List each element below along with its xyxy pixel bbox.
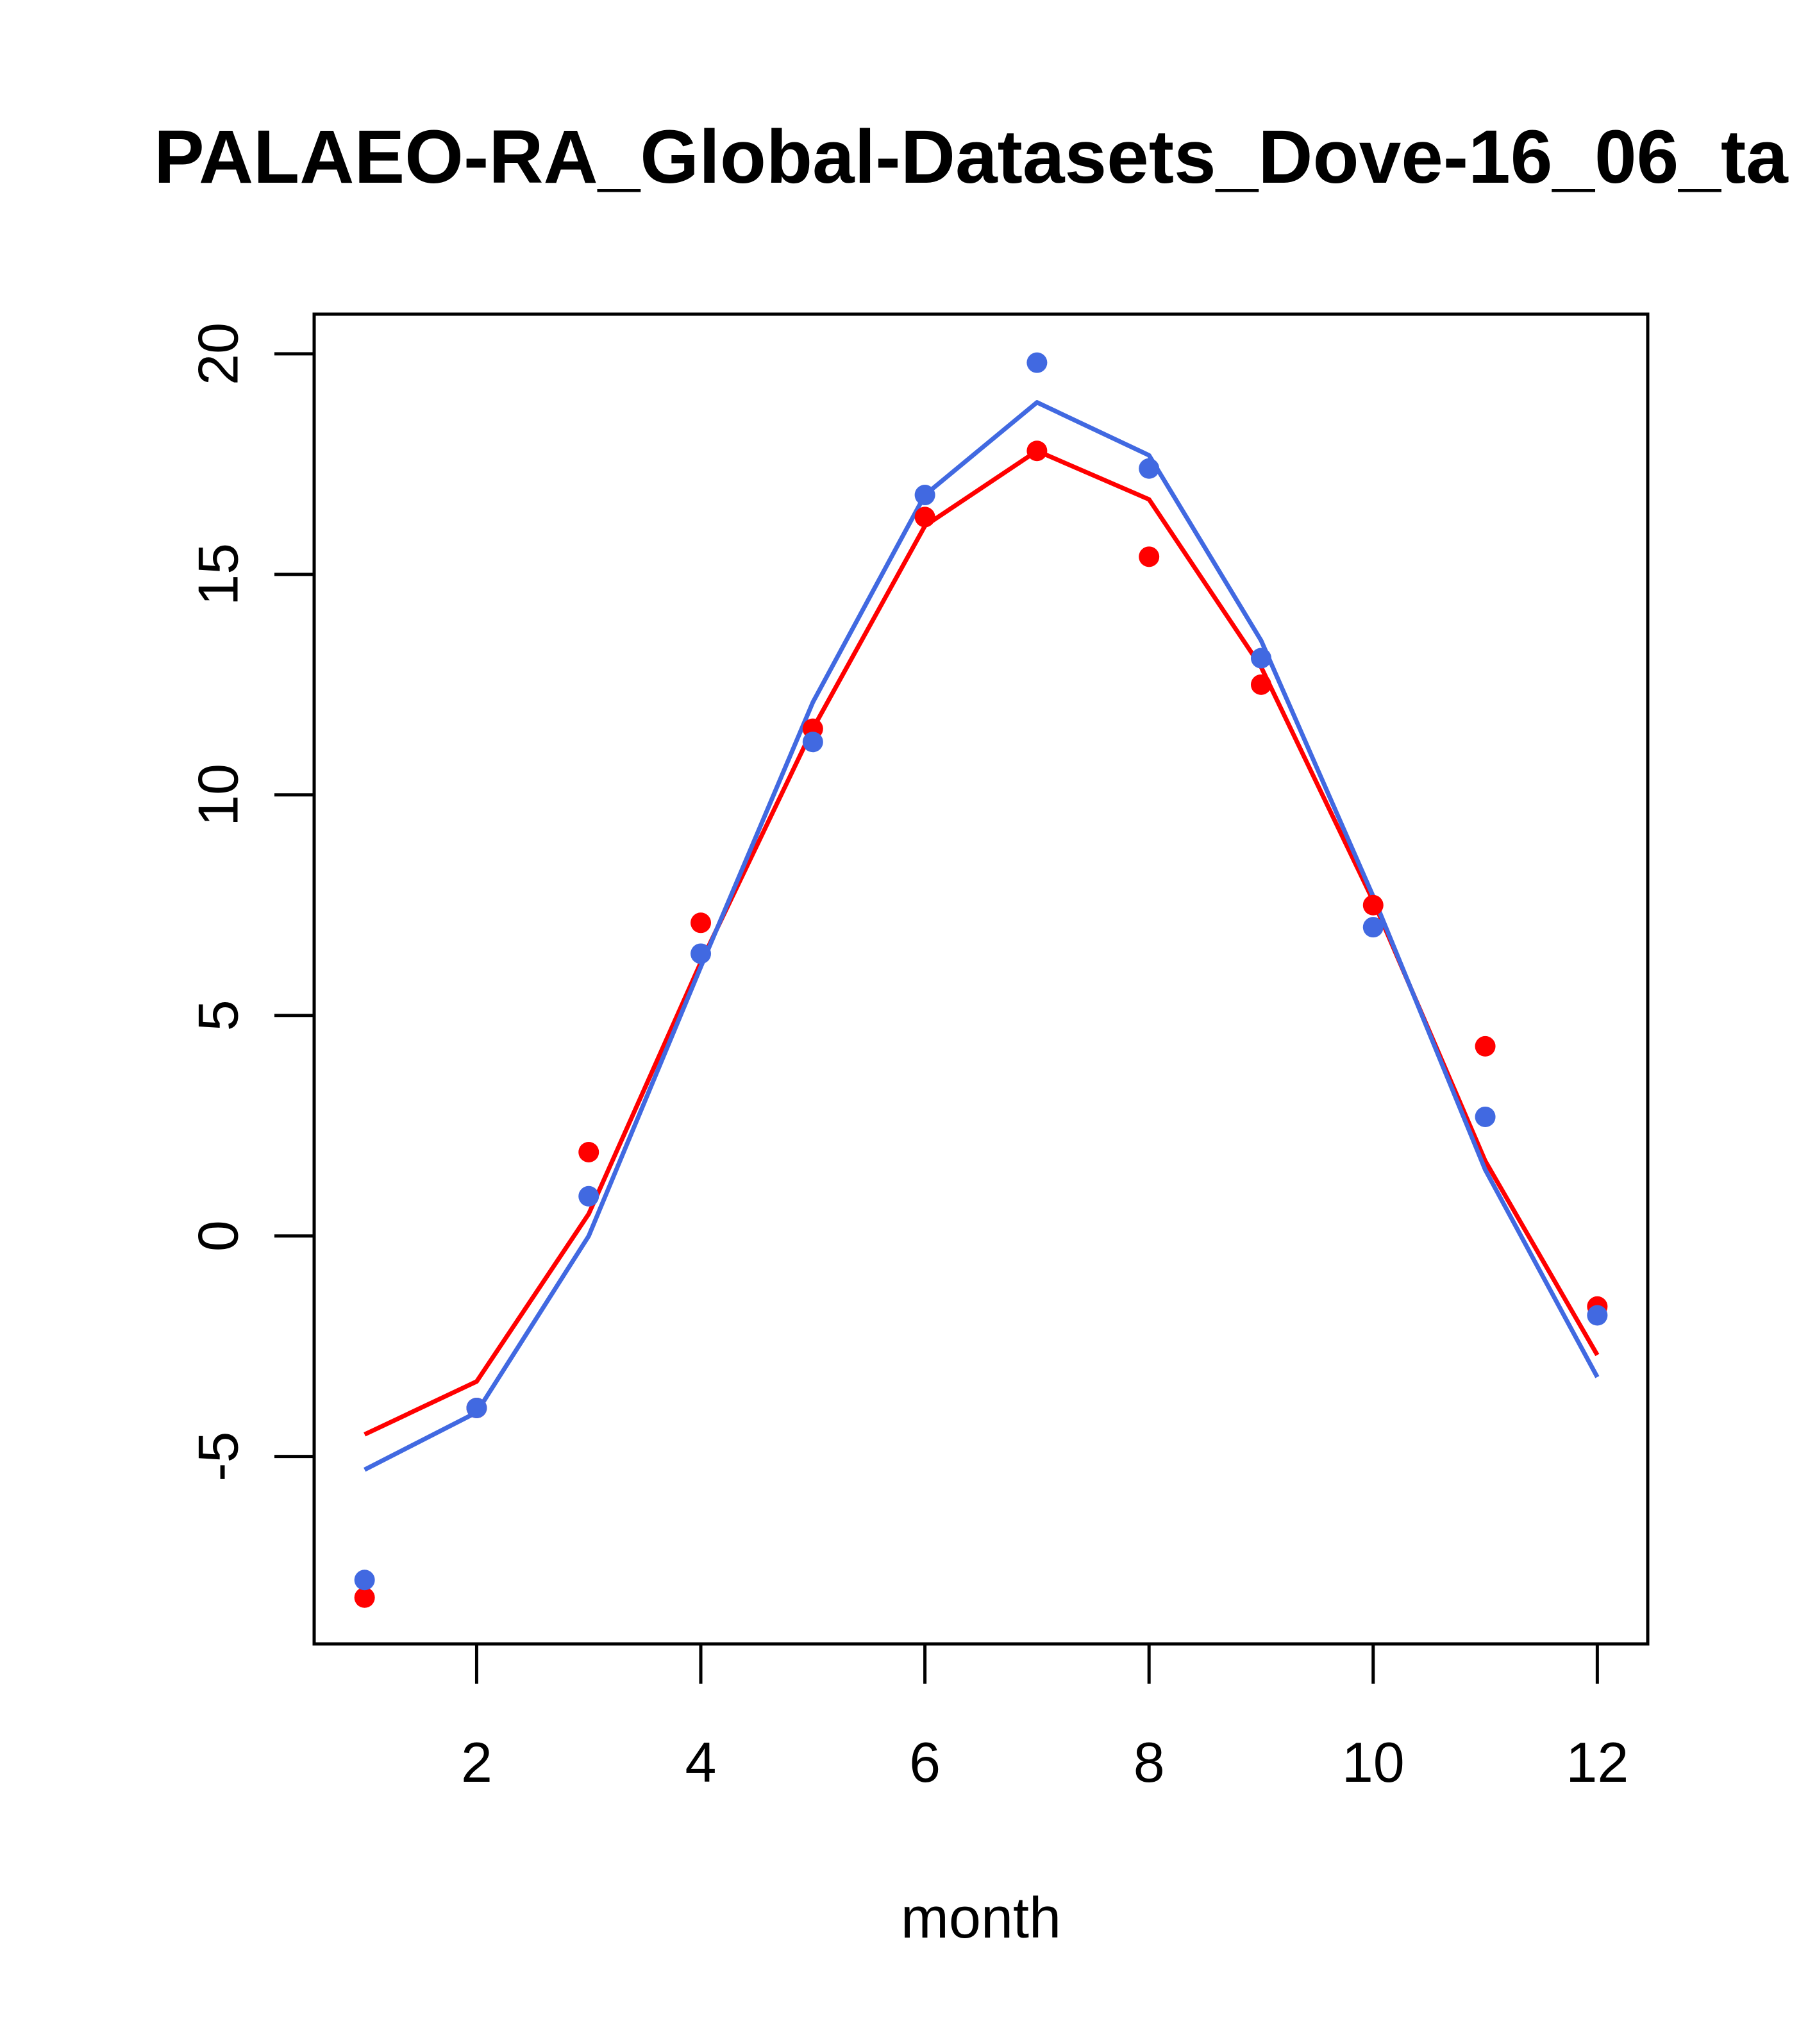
y-tick-label-20: 20 bbox=[187, 323, 250, 385]
blue-points-9 bbox=[1250, 648, 1271, 669]
blue-points-4 bbox=[691, 943, 712, 964]
red-points-7 bbox=[1026, 440, 1048, 462]
x-tick-label-6: 6 bbox=[909, 1730, 941, 1794]
x-axis-title: month bbox=[901, 1886, 1061, 1950]
x-tick-label-10: 10 bbox=[1342, 1730, 1405, 1794]
blue-points-11 bbox=[1475, 1106, 1496, 1127]
red-points-3 bbox=[578, 1141, 599, 1162]
blue-points-5 bbox=[802, 732, 823, 753]
y-axis: -5 0 5 10 15 20 bbox=[187, 323, 314, 1482]
blue-points-2 bbox=[466, 1397, 487, 1418]
red-points-11 bbox=[1475, 1035, 1496, 1057]
red-points-4 bbox=[691, 912, 712, 934]
series-points bbox=[354, 352, 1608, 1608]
blue-points-3 bbox=[578, 1185, 599, 1207]
x-tick-label-2: 2 bbox=[461, 1730, 492, 1794]
blue-points-6 bbox=[914, 485, 935, 506]
red-points-10 bbox=[1362, 894, 1384, 916]
x-tick-label-8: 8 bbox=[1134, 1730, 1165, 1794]
x-tick-label-4: 4 bbox=[685, 1730, 717, 1794]
y-tick-label--5: -5 bbox=[187, 1432, 250, 1482]
blue-points-10 bbox=[1362, 917, 1384, 938]
y-tick-label-10: 10 bbox=[187, 764, 250, 826]
red-line bbox=[364, 448, 1600, 1437]
red-points-9 bbox=[1250, 674, 1271, 695]
blue-points-8 bbox=[1139, 458, 1160, 479]
red-points-1 bbox=[354, 1587, 375, 1608]
blue-line bbox=[364, 400, 1600, 1472]
plot-frame bbox=[312, 312, 1650, 1646]
red-points-8 bbox=[1139, 546, 1160, 567]
x-tick-label-12: 12 bbox=[1566, 1730, 1629, 1794]
chart-title: PALAEO-RA_Global-Datasets_Dove-16_06_ta bbox=[154, 115, 1789, 199]
blue-points-12 bbox=[1587, 1305, 1608, 1326]
series-lines bbox=[364, 400, 1600, 1472]
blue-points-7 bbox=[1026, 352, 1048, 373]
red-points-6 bbox=[914, 507, 935, 528]
x-axis: 2 4 6 8 10 12 bbox=[461, 1644, 1629, 1794]
y-tick-label-5: 5 bbox=[187, 1000, 250, 1031]
y-tick-label-15: 15 bbox=[187, 543, 250, 606]
y-tick-label-0: 0 bbox=[187, 1220, 250, 1252]
blue-points-1 bbox=[354, 1570, 375, 1591]
